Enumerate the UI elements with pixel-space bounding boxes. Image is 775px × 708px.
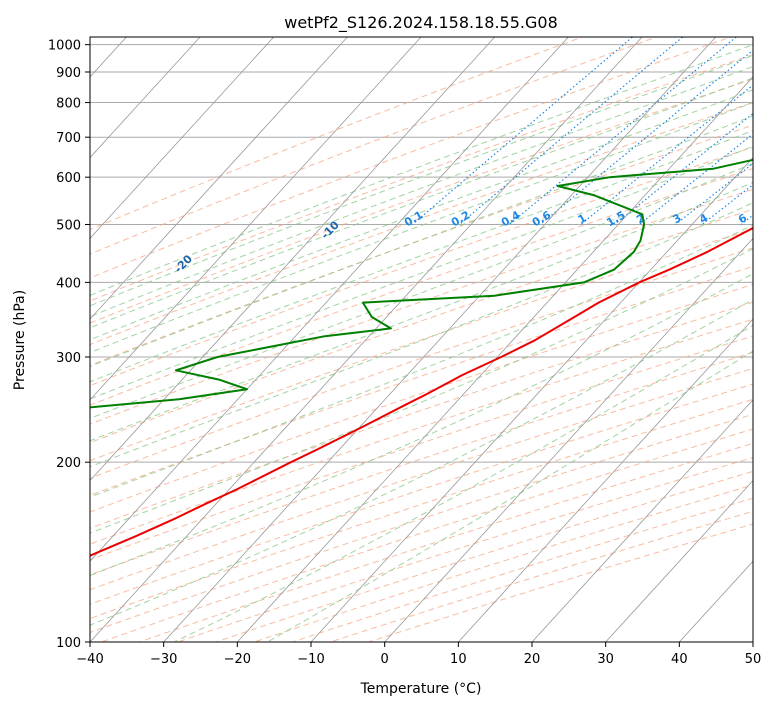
mixing-ratio-line (539, 49, 753, 225)
mixing-ratio-line (580, 84, 753, 225)
y-tick-label: 200 (56, 456, 81, 471)
dry-adiabat-line (90, 54, 753, 302)
plot-frame (89, 36, 754, 643)
moist-adiabat-line (90, 54, 753, 307)
isotherm-line (90, 37, 422, 401)
y-axis-label: Pressure (hPa) (12, 290, 28, 390)
y-axis-ticks: 100 200 300 400 500 600 700 800 900 1000 (48, 39, 90, 651)
dry-adiabat-line (90, 383, 753, 605)
chart-title: wetPf2_S126.2024.158.18.55.G08 (284, 13, 558, 33)
isotherm-line (384, 237, 753, 642)
y-tick-label: 600 (56, 171, 81, 186)
y-tick-label: 700 (56, 131, 81, 146)
isotherm-line (163, 37, 717, 642)
isotherm-grid (90, 37, 753, 642)
y-tick-label: 400 (56, 276, 81, 291)
moist-adiabat-line (90, 129, 753, 383)
y-tick-label: 100 (56, 636, 81, 651)
dry-adiabat-line (90, 351, 753, 576)
isobar-grid (90, 44, 753, 642)
moist-adiabat-line (90, 65, 753, 318)
dewpoint-line (90, 158, 753, 409)
isotherm-line (531, 399, 753, 642)
isotherm-line (237, 76, 753, 642)
y-tick-label: 900 (56, 66, 81, 81)
isotherm-line (90, 37, 496, 482)
mixing-ratio-line (509, 37, 738, 225)
y-tick-label: 1000 (48, 39, 81, 54)
moist-adiabats (90, 44, 753, 642)
dry-adiabat-line (90, 37, 584, 230)
moist-adiabat-line (173, 324, 753, 642)
dry-adiabat-line (90, 335, 753, 561)
isotherm-line (90, 37, 275, 239)
x-tick-label: −10 (297, 652, 324, 667)
dry-adiabat-line (90, 146, 753, 387)
isotherm-line (90, 37, 201, 159)
moist-adiabat-line (90, 162, 753, 419)
mixing-ratio-line (459, 37, 684, 225)
mixing-ratio-line (412, 37, 634, 225)
isotherm-line (310, 157, 753, 642)
dry-adiabat-line (90, 301, 753, 529)
y-tick-label: 800 (56, 97, 81, 112)
isotherm-line (90, 37, 643, 642)
mixing-ratio-line (638, 133, 753, 225)
isotherm-line (458, 318, 753, 642)
isotherm-line (90, 37, 569, 562)
dry-adiabat-line (90, 37, 659, 255)
moist-adiabat-line (90, 145, 753, 400)
y-tick-label: 500 (56, 218, 81, 233)
isotherm-line (605, 479, 753, 642)
moist-adiabat-line (90, 44, 753, 296)
x-tick-label: 50 (745, 652, 762, 667)
y-tick-label: 300 (56, 351, 81, 366)
moist-adiabat-line (90, 89, 753, 341)
x-tick-label: −30 (150, 652, 177, 667)
temperature-line (90, 226, 753, 557)
isotherm-line (90, 37, 348, 320)
x-tick-label: 10 (450, 652, 467, 667)
sounding-series (90, 158, 753, 557)
moist-adiabat-line (90, 298, 753, 626)
x-tick-label: 40 (671, 652, 688, 667)
x-tick-label: −20 (224, 652, 251, 667)
moist-adiabat-line (90, 202, 753, 468)
x-axis-ticks: −40 −30 −20 −10 0 10 20 30 40 50 (76, 642, 761, 667)
x-axis-label: Temperature (°C) (360, 681, 482, 697)
dry-adiabat-line (90, 188, 753, 425)
x-tick-label: 20 (524, 652, 541, 667)
x-tick-label: 30 (597, 652, 614, 667)
dry-adiabat-line (90, 283, 753, 513)
mixing-ratio-lines (412, 37, 753, 225)
x-tick-label: 0 (381, 652, 389, 667)
x-tick-label: −40 (76, 652, 103, 667)
plot-area: 0.10.20.40.611.52346810131620253036-100-… (90, 37, 753, 642)
